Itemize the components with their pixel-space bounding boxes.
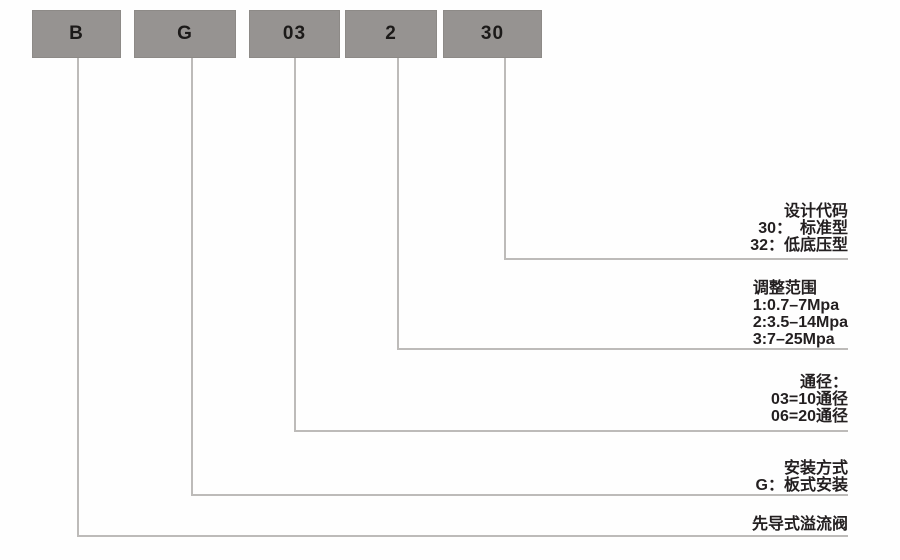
legend-adjust-range: 调整范围 1:0.7–7Mpa 2:3.5–14Mpa 3:7–25Mpa: [753, 280, 848, 348]
leader-line-30: [504, 58, 848, 260]
legend-design-code-option-lowpressure: 32：低底压型: [750, 237, 848, 254]
legend-design-code-title: 设计代码: [783, 203, 848, 220]
legend-valve-name-title: 先导式溢流阀: [751, 516, 848, 533]
legend-diameter-title: 通径：: [799, 374, 848, 391]
leader-line-03: [294, 58, 848, 432]
legend-mounting: 安装方式 G：板式安装: [756, 460, 848, 494]
legend-mounting-title: 安装方式: [783, 460, 848, 477]
legend-adjust-range-option-2: 2:3.5–14Mpa: [752, 314, 848, 331]
leader-line-2: [397, 58, 848, 350]
legend-valve-name: 先导式溢流阀: [752, 516, 848, 533]
legend-mounting-option-g: G：板式安装: [755, 477, 848, 494]
legend-design-code-option-standard: 30： 标准型: [758, 220, 848, 237]
leader-line-g: [191, 58, 848, 496]
code-box-b: B: [32, 10, 121, 58]
code-box-2: 2: [345, 10, 437, 58]
legend-diameter-option-06: 06=20通径: [771, 408, 848, 425]
legend-adjust-range-title: 调整范围: [752, 280, 817, 297]
legend-adjust-range-option-1: 1:0.7–7Mpa: [752, 297, 840, 314]
code-box-30: 30: [443, 10, 542, 58]
code-box-03: 03: [249, 10, 340, 58]
legend-design-code: 设计代码 30： 标准型 32：低底压型: [750, 203, 848, 254]
leader-line-b: [77, 58, 848, 537]
code-box-g: G: [134, 10, 236, 58]
legend-diameter-option-03: 03=10通径: [771, 391, 848, 408]
legend-diameter: 通径： 03=10通径 06=20通径: [771, 374, 848, 425]
legend-adjust-range-option-3: 3:7–25Mpa: [752, 331, 835, 348]
